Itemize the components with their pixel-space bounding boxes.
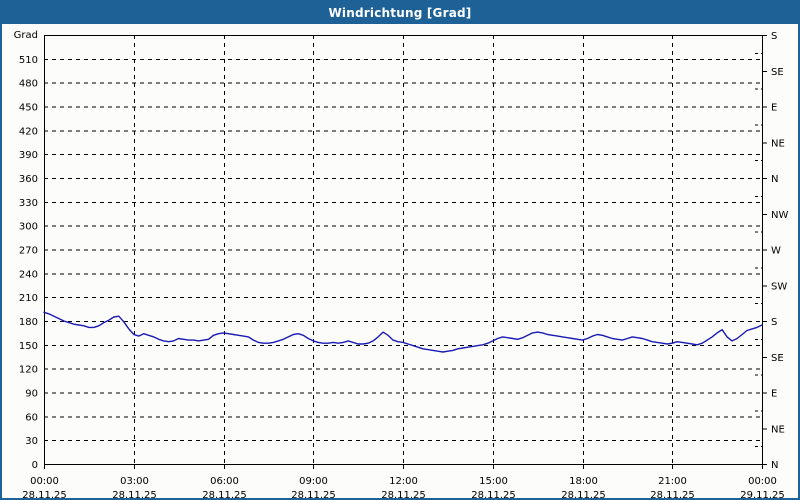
x-axis-date-label: 28.11.25 [112, 490, 157, 498]
x-axis-tick-label: 06:00 [210, 476, 239, 487]
right-axis-tick-label: SW [771, 281, 787, 292]
y-axis-tick-label: 150 [19, 341, 38, 352]
x-axis-date-label: 28.11.25 [381, 490, 426, 498]
right-axis-tick-label: S [771, 317, 777, 328]
chart-canvas: 0 30 60 90 120 150 180 210 240 270 300 330 360 390 420… [2, 24, 798, 498]
right-axis-tick-label: SE [771, 353, 784, 364]
x-axis-tick-label: 00:00 [748, 476, 777, 487]
y-axis-tick-label: 0 [32, 460, 38, 471]
y-axis-tick-label: 30 [25, 436, 38, 447]
right-axis-tick-label: N [771, 174, 778, 185]
y-axis-tick-label: 450 [19, 103, 38, 114]
y-axis-tick-label: 510 [19, 55, 38, 66]
x-axis-tick-label: 12:00 [389, 476, 418, 487]
right-axis-tick-label: S [771, 31, 777, 42]
y-axis-unit-label: Grad [14, 30, 38, 41]
y-axis-tick-label: 210 [19, 293, 38, 304]
y-axis-tick-label: 180 [19, 317, 38, 328]
x-axis-tick-label: 21:00 [658, 476, 687, 487]
right-axis-tick-label: W [771, 246, 781, 257]
x-axis-tick-label: 15:00 [479, 476, 508, 487]
x-axis-tick-label: 03:00 [120, 476, 149, 487]
right-axis-tick-label: E [771, 103, 777, 114]
x-axis-date-label: 28.11.25 [650, 490, 695, 498]
x-axis-tick-label: 00:00 [30, 476, 59, 487]
x-axis-date-label: 28.11.25 [561, 490, 606, 498]
x-axis-date-label: 28.11.25 [471, 490, 516, 498]
y-axis-tick-label: 300 [19, 222, 38, 233]
y-axis-tick-label: 270 [19, 246, 38, 257]
right-axis-tick-label: NE [771, 424, 785, 435]
y-axis-tick-label: 330 [19, 198, 38, 209]
y-axis-tick-label: 360 [19, 174, 38, 185]
y-axis-tick-label: 120 [19, 365, 38, 376]
right-axis-tick-label: E [771, 389, 777, 400]
data-series-line [43, 311, 763, 353]
y-axis-tick-label: 390 [19, 150, 38, 161]
x-axis-date-label: 28.11.25 [22, 490, 67, 498]
right-axis-tick-label: SE [771, 67, 784, 78]
right-axis-tick-label: NW [771, 210, 788, 221]
window-title: Windrichtung [Grad] [2, 2, 798, 24]
y-axis-tick-label: 420 [19, 126, 38, 137]
x-axis-date-label: 28.11.25 [291, 490, 336, 498]
x-axis-tick-label: 18:00 [569, 476, 598, 487]
x-axis-date-label: 28.11.25 [202, 490, 247, 498]
y-axis-tick-label: 90 [25, 389, 38, 400]
right-axis-tick-label: N [771, 460, 778, 471]
y-axis-tick-label: 240 [19, 269, 38, 280]
chart-svg: 0 30 60 90 120 150 180 210 240 270 300 330 360 390 420… [14, 30, 789, 498]
y-axis-tick-label: 60 [25, 412, 38, 423]
x-axis-tick-label: 09:00 [299, 476, 328, 487]
x-axis-date-label: 29.11.25 [740, 490, 785, 498]
right-axis-tick-label: NE [771, 138, 785, 149]
y-axis-tick-label: 480 [19, 79, 38, 90]
